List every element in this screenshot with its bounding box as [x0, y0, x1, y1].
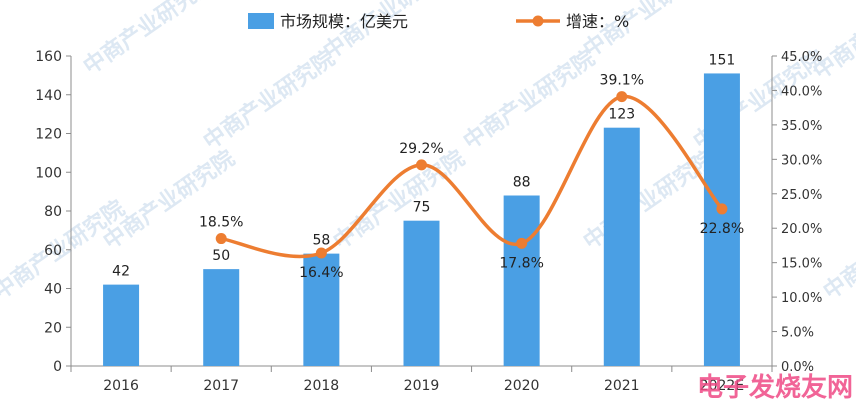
watermark-text: 中商产业研究院	[819, 195, 856, 305]
y-left-tick-label: 100	[35, 165, 62, 181]
line-data-label: 22.8%	[700, 221, 744, 237]
x-tick-label: 2019	[404, 378, 440, 394]
y-left-tick-label: 120	[35, 127, 62, 143]
bar	[703, 73, 740, 366]
y-right-tick-label: 0.0%	[781, 360, 814, 375]
y-left-tick-label: 0	[53, 359, 62, 375]
x-tick-label: 2017	[203, 378, 239, 394]
x-tick-label: 2020	[504, 378, 540, 394]
bar-data-label: 75	[413, 200, 431, 216]
bar	[303, 253, 340, 366]
y-right-tick-label: 20.0%	[781, 222, 822, 237]
x-tick-label: 2018	[304, 378, 340, 394]
bar-data-label: 151	[709, 52, 736, 68]
bar-data-label: 42	[112, 264, 130, 280]
legend-swatch-bar	[248, 13, 274, 29]
y-right-tick-label: 5.0%	[781, 326, 814, 341]
watermark-text: 中商产业研究院	[459, 45, 600, 155]
x-tick-label: 2022E	[700, 378, 744, 394]
y-left-tick-label: 80	[44, 204, 62, 220]
line-point	[616, 91, 628, 103]
line-data-label: 18.5%	[199, 215, 243, 231]
line-data-label: 17.8%	[499, 255, 543, 271]
legend-swatch-marker	[532, 15, 544, 27]
legend-label-bar: 市场规模：亿美元	[280, 12, 408, 31]
line-data-label: 39.1%	[600, 73, 644, 89]
line-point	[315, 247, 327, 259]
bar	[103, 284, 140, 366]
y-left-tick-label: 140	[35, 88, 62, 104]
y-left-tick-label: 60	[44, 243, 62, 259]
bar-data-label: 50	[212, 248, 230, 264]
y-right-tick-label: 10.0%	[781, 291, 822, 306]
line-point	[215, 233, 227, 245]
y-right-tick-label: 40.0%	[781, 84, 822, 99]
y-right-tick-label: 15.0%	[781, 257, 822, 272]
bar	[403, 220, 440, 366]
y-left-tick-label: 20	[44, 320, 62, 336]
y-right-tick-label: 45.0%	[781, 50, 822, 65]
bar	[603, 127, 640, 366]
watermark-text: 中商产业研究院	[79, 0, 220, 80]
y-right-tick-label: 25.0%	[781, 188, 822, 203]
bar	[503, 195, 540, 366]
y-right-tick-label: 35.0%	[781, 119, 822, 134]
watermark-text: 中商产业研究院	[199, 45, 340, 155]
line-data-label: 16.4%	[299, 265, 343, 281]
watermark-text: 中商产业研究院	[319, 0, 460, 65]
line-point	[716, 203, 728, 215]
x-tick-label: 2021	[604, 378, 640, 394]
y-left-tick-label: 160	[35, 49, 62, 65]
x-tick-label: 2016	[103, 378, 139, 394]
y-right-tick-label: 30.0%	[781, 153, 822, 168]
legend-label-line: 增速：%	[566, 12, 629, 31]
bar-data-label: 123	[608, 107, 635, 123]
corner-logo: 电子发烧友网	[697, 372, 853, 403]
bar	[203, 269, 240, 366]
line-data-label: 29.2%	[399, 141, 443, 157]
watermark-text: 中商产业研究院	[579, 0, 720, 63]
growth-line	[220, 94, 724, 259]
watermark-text: 中商产业研究院	[809, 0, 856, 85]
bar-data-label: 58	[312, 233, 330, 249]
watermark-text: 中商产业研究院	[329, 145, 470, 255]
line-point	[516, 237, 528, 249]
watermark-text: 中商产业研究院	[579, 145, 720, 255]
y-left-tick-label: 40	[44, 282, 62, 298]
line-point	[416, 159, 427, 171]
bar-data-label: 88	[513, 175, 531, 191]
